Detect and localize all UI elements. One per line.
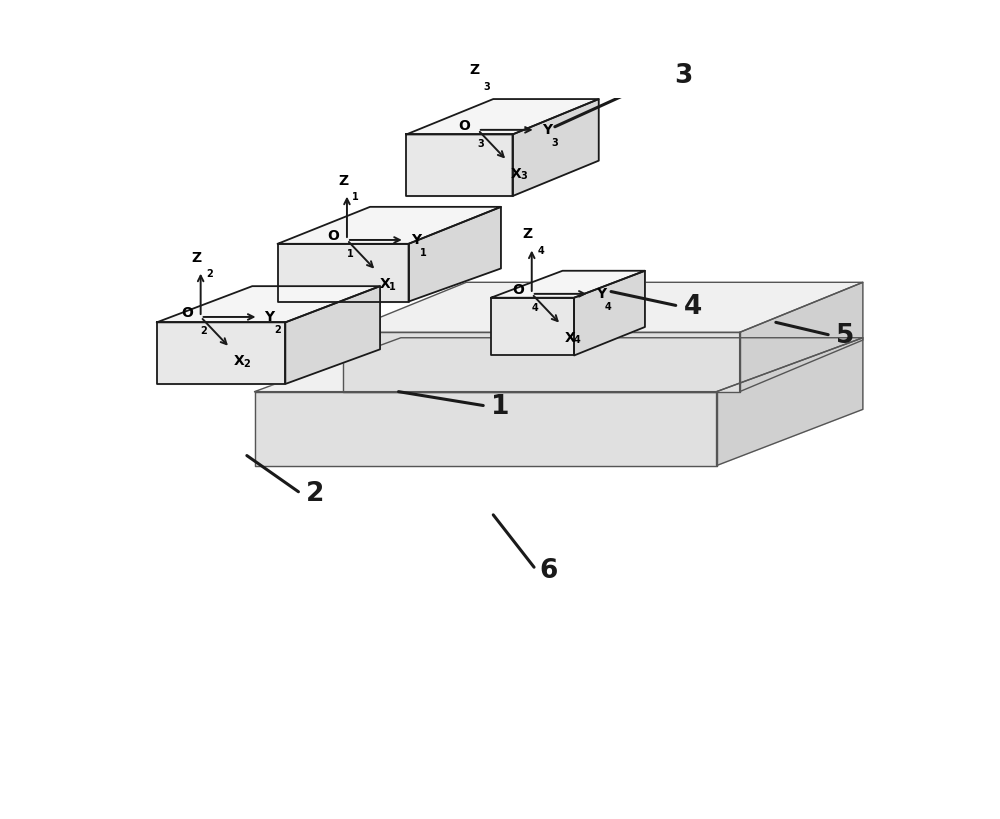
Polygon shape — [409, 207, 501, 301]
Text: 4: 4 — [605, 301, 612, 311]
Text: Z: Z — [192, 251, 202, 265]
Polygon shape — [491, 298, 574, 355]
Polygon shape — [255, 391, 717, 465]
Polygon shape — [574, 271, 645, 355]
Polygon shape — [406, 134, 512, 196]
Polygon shape — [740, 283, 863, 391]
Text: 3: 3 — [520, 171, 527, 182]
Polygon shape — [157, 286, 380, 323]
Polygon shape — [491, 271, 645, 298]
Text: O: O — [327, 229, 339, 243]
Polygon shape — [717, 337, 863, 465]
Text: 3: 3 — [551, 138, 558, 147]
Text: 1: 1 — [352, 192, 359, 202]
Text: 2: 2 — [306, 481, 325, 507]
Text: 3: 3 — [478, 139, 485, 149]
Text: 1: 1 — [420, 247, 427, 258]
Text: X: X — [565, 331, 576, 345]
Polygon shape — [157, 323, 285, 384]
Text: 4: 4 — [683, 294, 702, 320]
Text: O: O — [512, 283, 524, 297]
Polygon shape — [285, 286, 380, 384]
Text: 3: 3 — [483, 82, 490, 92]
Polygon shape — [343, 333, 740, 391]
Text: 6: 6 — [539, 558, 558, 584]
Text: 2: 2 — [243, 359, 250, 369]
Text: Y: Y — [265, 310, 275, 324]
Text: 1: 1 — [491, 394, 509, 420]
Text: 1: 1 — [389, 282, 396, 292]
Text: Z: Z — [523, 228, 533, 242]
Text: Y: Y — [596, 287, 606, 301]
Polygon shape — [406, 99, 599, 134]
Text: 2: 2 — [274, 324, 281, 335]
Text: 4: 4 — [532, 303, 539, 313]
Text: 4: 4 — [574, 336, 581, 346]
Polygon shape — [255, 337, 863, 391]
Text: O: O — [458, 119, 470, 133]
Text: O: O — [181, 306, 193, 320]
Polygon shape — [278, 244, 409, 301]
Polygon shape — [278, 207, 501, 244]
Text: Z: Z — [469, 64, 479, 78]
Text: Z: Z — [338, 174, 348, 188]
Text: X: X — [234, 354, 245, 368]
Text: 2: 2 — [206, 269, 213, 279]
Text: Y: Y — [411, 233, 421, 247]
Text: X: X — [511, 167, 522, 181]
Text: X: X — [380, 277, 391, 291]
Text: 5: 5 — [836, 324, 854, 349]
Polygon shape — [512, 99, 599, 196]
Text: 4: 4 — [537, 247, 544, 256]
Polygon shape — [343, 283, 863, 333]
Text: 1: 1 — [347, 249, 354, 259]
Text: 3: 3 — [674, 63, 693, 89]
Text: 2: 2 — [201, 326, 207, 337]
Text: Y: Y — [542, 123, 552, 137]
